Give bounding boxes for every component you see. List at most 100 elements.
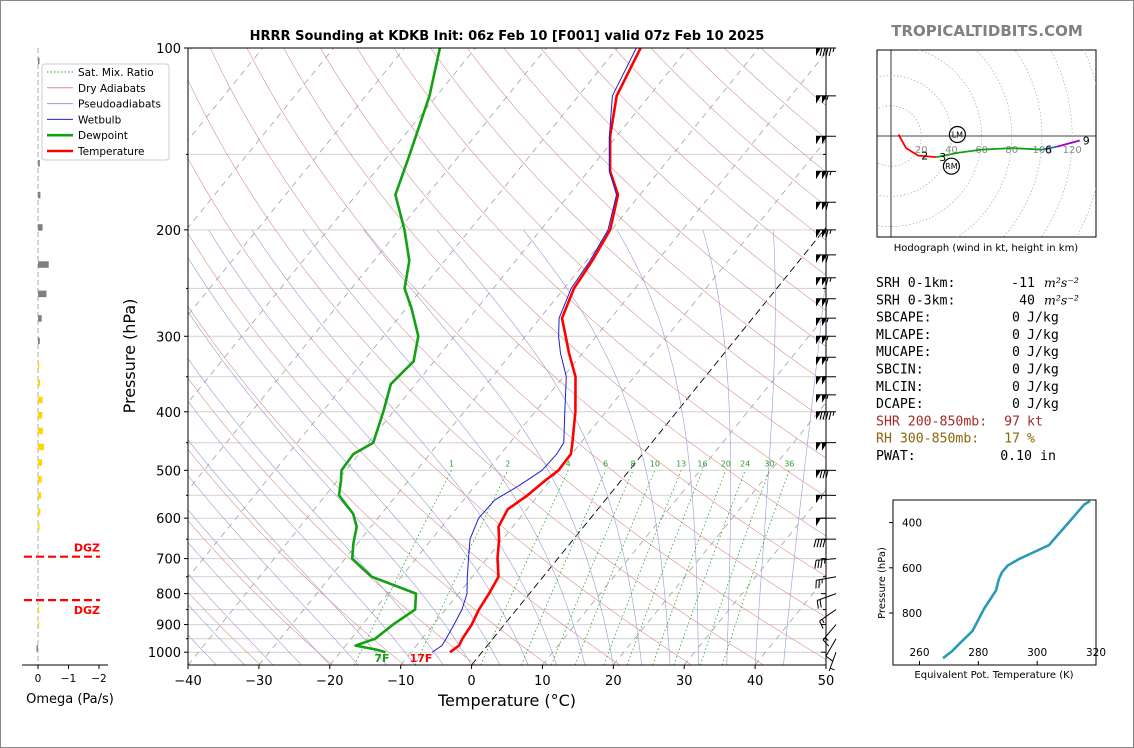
y-tick-label: 700 <box>156 553 181 568</box>
pseudoadiabat <box>302 229 586 665</box>
wind-barb <box>815 469 837 479</box>
omega-panel: DGZ DGZ 0 −1 −2 Omega (Pa/s) <box>22 48 114 707</box>
wind-barb <box>819 609 837 629</box>
pseudoadiabat <box>251 229 557 665</box>
wind-barb <box>815 277 837 286</box>
stat-value: 0 <box>1012 380 1020 395</box>
isotherm <box>612 401 826 665</box>
x-tick-label: 30 <box>676 674 693 689</box>
stat-unit: J/kg <box>1027 380 1059 395</box>
omega-bar <box>38 476 42 483</box>
omega-bar <box>38 261 49 268</box>
pseudoadiabat <box>188 257 501 665</box>
stat-value: 0 <box>1012 363 1020 378</box>
wind-barb-staff <box>817 593 837 601</box>
wind-barb-full <box>822 639 830 647</box>
pseudoadiabat <box>188 439 387 665</box>
omega-tick-label: 0 <box>35 673 42 685</box>
dry-adiabat <box>503 48 826 347</box>
omega-bar <box>38 396 43 404</box>
legend-entry-label: Sat. Mix. Ratio <box>78 67 154 79</box>
pseudoadiabat <box>188 475 359 665</box>
hodograph-ring <box>1002 50 1043 237</box>
y-tick-label: 300 <box>156 330 181 345</box>
zero-isotherm <box>471 226 826 665</box>
wind-barb <box>815 442 837 451</box>
x-tick-label: −10 <box>387 674 414 689</box>
theta-x-tick-label: 300 <box>1027 647 1047 659</box>
wind-barb-flag <box>822 171 827 180</box>
omega-bar <box>38 191 41 199</box>
wind-barb-half <box>832 47 835 53</box>
isotherm <box>258 48 760 665</box>
wind-barb-flag <box>822 202 827 211</box>
wind-barb-flag <box>822 95 827 104</box>
wind-barb-staff <box>816 558 837 561</box>
wind-barb-full <box>825 277 829 286</box>
wind-barb <box>815 394 837 403</box>
stat-unit: kt <box>1027 414 1043 429</box>
wind-barb-half <box>824 559 826 564</box>
wetbulb-series-line <box>432 48 637 653</box>
wind-barb-half <box>829 171 832 176</box>
stat-label: MLCAPE: <box>876 328 932 343</box>
wind-barb-staff <box>825 638 837 657</box>
x-tick-label: −30 <box>245 674 272 689</box>
stat-unit: J/kg <box>1027 397 1059 412</box>
stat-label: SRH 0-1km: <box>876 276 955 291</box>
wind-barb-half <box>826 357 829 362</box>
mixing-ratio-line <box>574 470 656 665</box>
omega-bar <box>38 337 40 345</box>
mixing-ratio-label: 4 <box>566 459 571 468</box>
dry-adiabat <box>356 48 826 497</box>
mixing-ratio-label: 20 <box>721 459 731 468</box>
wind-barb-flag <box>816 48 821 56</box>
wind-barb-full <box>822 539 826 548</box>
storm-motion-label: RM <box>945 162 958 171</box>
theta-x-axis-label: Equivalent Pot. Temperature (K) <box>914 670 1073 681</box>
wind-barb-full <box>813 539 817 548</box>
omega-bar <box>38 443 45 451</box>
stat-unit: J/kg <box>1027 311 1059 326</box>
wind-barb <box>815 201 837 211</box>
wind-barb <box>822 624 837 647</box>
wind-barb-flag <box>816 411 821 420</box>
legend-entry-label: Wetbulb <box>78 114 122 126</box>
stat-label: SRH 0-3km: <box>876 293 955 308</box>
isotherm <box>188 48 618 579</box>
hodograph-ring-label: 80 <box>1005 145 1018 156</box>
hodograph-ring <box>877 75 952 197</box>
pseudoadiabat <box>523 229 671 665</box>
y-tick-label: 600 <box>156 512 181 527</box>
stat-label: PWAT: <box>876 449 916 464</box>
omega-tick-label: −2 <box>91 673 106 685</box>
wind-barb-flag <box>816 202 821 211</box>
x-tick-label: −40 <box>174 674 201 689</box>
wind-barb-half <box>821 619 825 624</box>
stat-row: SRH 0-1km: -11 m²s⁻² <box>876 275 1079 291</box>
wind-barb-full <box>819 411 823 420</box>
stat-row: MUCAPE: 0 J/kg <box>876 345 1059 360</box>
wind-barb-full <box>819 620 824 629</box>
mixing-ratio-label: 30 <box>764 459 774 468</box>
pseudoadiabat <box>188 509 331 665</box>
stat-value: 0 <box>1012 397 1020 412</box>
wind-barb-full <box>828 47 832 57</box>
omega-bar <box>38 621 40 629</box>
dry-adiabat <box>430 48 826 421</box>
omega-bar <box>38 362 40 369</box>
theta-y-tick-label: 800 <box>902 608 922 620</box>
wind-barb-full <box>825 254 829 264</box>
omega-bar <box>38 290 47 298</box>
wind-barb-flag <box>816 229 821 238</box>
wind-barb-half <box>826 394 829 399</box>
mixing-ratio-label: 8 <box>631 459 636 468</box>
pseudoadiabat <box>188 311 472 665</box>
skewt-plot-border <box>187 47 827 666</box>
mixing-ratio-label: 1 <box>449 459 454 468</box>
dry-adiabat <box>188 305 549 665</box>
mixing-ratio-line <box>721 470 790 665</box>
legend-entry-label: Temperature <box>77 146 145 158</box>
wind-barb-flag <box>822 277 827 286</box>
hodograph-ring <box>877 50 982 227</box>
